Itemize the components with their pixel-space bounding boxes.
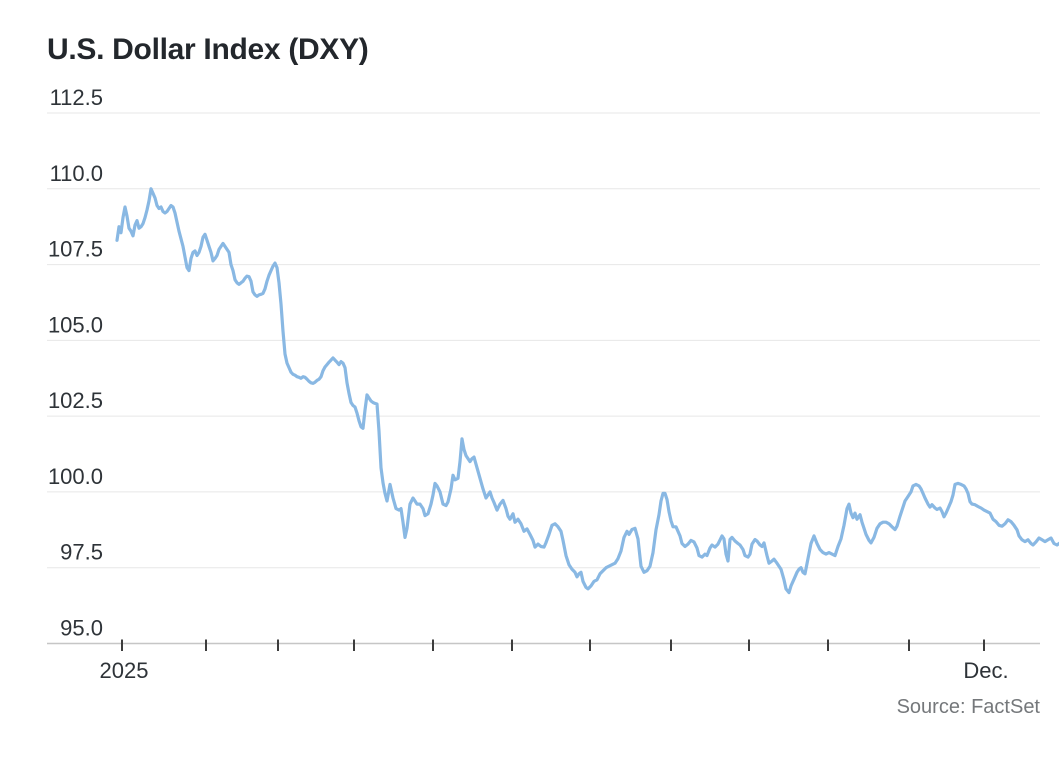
chart-title: U.S. Dollar Index (DXY) [47, 33, 369, 66]
x-axis-tick-label: 2025 [100, 658, 149, 683]
y-axis-tick-label: 107.5 [48, 237, 103, 262]
y-axis-tick-label: 105.0 [48, 312, 103, 337]
y-axis-tick-label: 112.5 [50, 85, 103, 110]
x-axis-tick-label: Dec. [963, 658, 1008, 683]
dxy-price-line [115, 187, 1059, 595]
y-axis-tick-label: 102.5 [48, 388, 103, 413]
y-axis-tick-label: 95.0 [60, 616, 103, 641]
y-axis-tick-label: 110.0 [50, 161, 103, 186]
source-attribution: Source: FactSet [897, 696, 1041, 718]
y-axis-tick-label: 100.0 [48, 464, 103, 489]
y-axis-tick-label: 97.5 [60, 540, 103, 565]
